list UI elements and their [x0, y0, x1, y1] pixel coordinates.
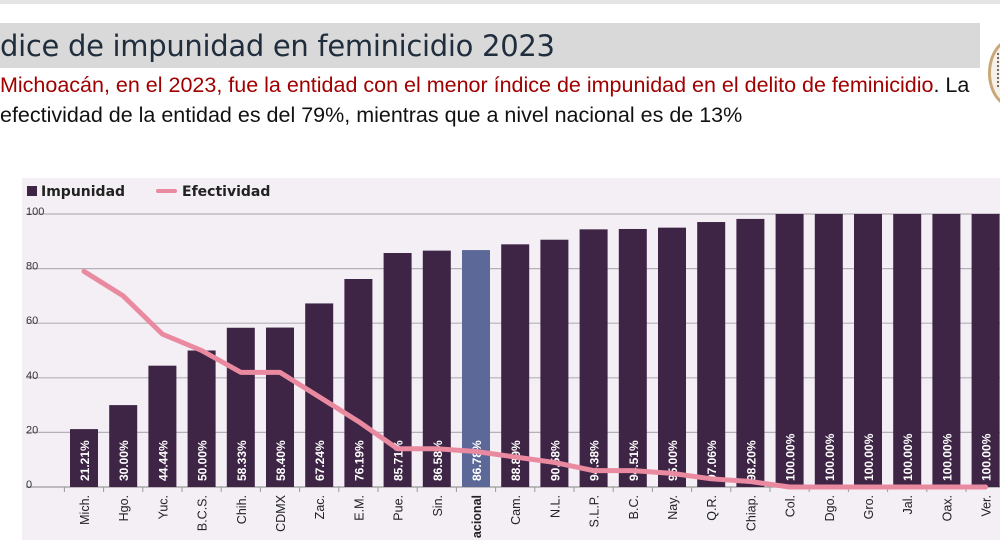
x-category-label: acional: [470, 495, 484, 538]
legend-impunidad-label: Impunidad: [41, 184, 125, 200]
slide-title: dice de impunidad en feminicidio 2023: [0, 29, 555, 63]
x-category-label: Sin.: [431, 495, 445, 517]
bar-Yuc.: [148, 365, 177, 487]
bar-E.M.: [344, 279, 373, 487]
bar-Q.R.: [697, 222, 726, 488]
bar-value-label: 100.00%: [823, 433, 837, 481]
bar-value-label: 94.51%: [627, 440, 641, 481]
x-category-label: Q.R.: [705, 495, 719, 521]
bar-value-label: 100.00%: [940, 433, 954, 481]
bar-value-label: 58.40%: [274, 440, 288, 481]
bar-Chiap.: [736, 218, 765, 487]
bar-value-label: 86.58%: [431, 440, 445, 481]
bar-value-label: 98.20%: [744, 440, 758, 481]
bar-acional: [462, 250, 490, 487]
x-axis-labels: Mich. Hgo. Yuc. B.C.S. Chih. CDMX Zac. E.M. Pue.…: [78, 494, 994, 538]
x-category-label: Oax.: [940, 495, 954, 521]
x-category-label: Col.: [784, 495, 798, 517]
bar-value-label: 94.38%: [588, 440, 602, 481]
y-tick-label: 60: [26, 315, 38, 327]
x-category-label: Nay.: [666, 495, 680, 520]
bar-value-label: 97.06%: [705, 440, 719, 481]
x-category-label: Ver.: [980, 495, 994, 517]
bar-Gro.: [854, 214, 882, 487]
x-category-label: N.L.: [548, 495, 562, 518]
bar-value-label: 86.78%: [470, 440, 484, 481]
bar-Dgo.: [814, 214, 843, 487]
y-axis-ticks: 0 20 40 60 80 100: [26, 206, 44, 491]
bar-value-label: 76.19%: [352, 440, 366, 481]
legend-impunidad-swatch: [27, 186, 37, 196]
bar-S.L.P.: [579, 229, 608, 488]
bar-value-label: 100.00%: [862, 433, 876, 481]
bar-value-label: 67.24%: [313, 440, 327, 481]
bar-CDMX: [266, 327, 294, 487]
bar-value-label: 88.89%: [509, 440, 523, 481]
bar-Cam.: [501, 244, 530, 487]
efectividad-line-group: [81, 268, 989, 490]
bar-value-label: 100.00%: [784, 433, 798, 481]
bar-value-label: 44.44%: [156, 440, 170, 481]
y-tick-label: 100: [26, 206, 44, 218]
bar-Ver.: [971, 214, 1000, 487]
legend-efectividad-label: Efectividad: [182, 184, 270, 200]
x-category-label: Chih.: [235, 495, 249, 524]
legend: Impunidad Efectividad: [27, 184, 270, 200]
x-category-label: Hgo.: [117, 495, 131, 521]
bar-value-label: 58.33%: [235, 440, 249, 481]
bar-B.C.S.: [187, 350, 216, 487]
bar-Nay.: [658, 227, 686, 487]
title-band: [0, 23, 980, 68]
bar-value-label: 21.21%: [78, 440, 92, 481]
x-category-label: S.L.P.: [588, 495, 602, 527]
seal-text-mark: [997, 53, 1000, 87]
x-category-label: Cam.: [509, 495, 523, 525]
y-tick-label: 80: [26, 261, 38, 273]
efectividad-line: [81, 268, 989, 490]
x-category-label: B.C.S.: [196, 495, 210, 531]
bar-Chih.: [226, 327, 255, 487]
slide-subtitle: Michoacán, en el 2023, fue la entidad co…: [0, 70, 990, 130]
bar-Oax.: [932, 214, 961, 487]
bar-B.C.: [618, 228, 647, 487]
subtitle-highlight: Michoacán, en el 2023, fue la entidad co…: [0, 73, 934, 97]
y-tick-label: 20: [26, 424, 38, 436]
x-category-label: Chiap.: [744, 495, 758, 531]
x-category-label: Pue.: [392, 495, 406, 521]
window-top-bar: [0, 0, 1000, 4]
y-tick-label: 0: [26, 479, 32, 491]
x-category-label: Jal.: [901, 495, 915, 514]
bar-Jal.: [893, 214, 922, 487]
bar-value-label: 50.00%: [196, 440, 210, 481]
bar-Col.: [775, 214, 804, 487]
x-category-label: CDMX: [274, 494, 288, 531]
x-category-label: Gro.: [862, 495, 876, 519]
y-tick-label: 40: [26, 370, 38, 382]
bar-Hgo.: [109, 405, 138, 487]
bar-Mich.: [70, 429, 98, 487]
bar-value-label: 100.00%: [980, 433, 994, 481]
subtitle-rest: . La efectividad de la entidad es del 79…: [0, 73, 970, 127]
x-category-label: B.C.: [627, 495, 641, 519]
x-category-label: Dgo.: [823, 495, 837, 521]
x-category-label: Mich.: [78, 495, 92, 525]
bar-value-label: 100.00%: [901, 433, 915, 481]
bar-value-label: 30.00%: [117, 440, 131, 481]
x-category-label: Zac.: [313, 495, 327, 519]
bar-N.L.: [540, 239, 569, 487]
x-category-label: E.M.: [352, 495, 366, 521]
x-category-label: Yuc.: [156, 495, 170, 519]
